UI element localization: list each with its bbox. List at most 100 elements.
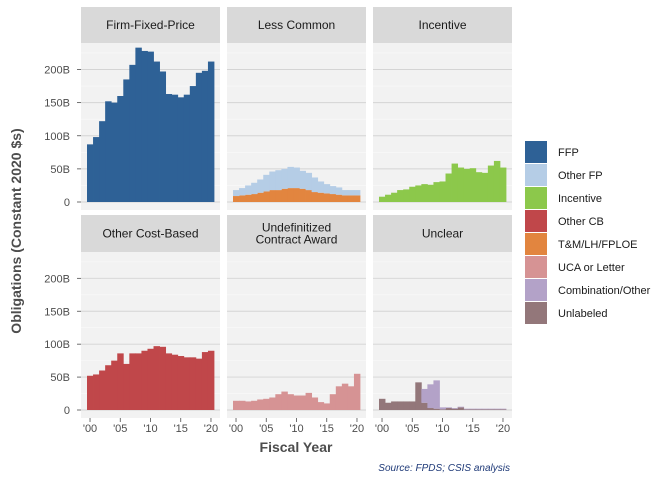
- y-tick-label: 0: [64, 405, 70, 417]
- bar: [153, 346, 160, 410]
- bar: [341, 195, 349, 202]
- y-tick-label: 200B: [44, 65, 70, 77]
- bar: [499, 167, 507, 202]
- bar: [439, 407, 446, 410]
- bar: [299, 170, 306, 189]
- bar: [263, 398, 270, 410]
- bar: [293, 167, 300, 189]
- bar: [487, 409, 495, 410]
- bar: [433, 182, 440, 202]
- bar: [207, 350, 215, 410]
- bar: [189, 357, 197, 410]
- legend-key: [525, 302, 547, 324]
- legend-key: [525, 279, 547, 301]
- bar: [347, 195, 355, 202]
- bar: [451, 163, 459, 202]
- facet-panel: Unclear: [373, 215, 512, 418]
- bar: [245, 401, 252, 410]
- legend-key: [525, 187, 547, 209]
- bar: [317, 192, 325, 202]
- legend-label: FFP: [558, 147, 579, 159]
- x-tick-label: '10: [143, 423, 157, 435]
- bar: [415, 185, 422, 202]
- bar: [281, 391, 288, 410]
- y-tick-label: 150B: [44, 98, 70, 110]
- bar: [427, 384, 434, 409]
- bar: [451, 408, 459, 410]
- bar: [287, 188, 294, 202]
- bar: [251, 194, 258, 202]
- bar: [275, 170, 282, 191]
- bar: [421, 184, 428, 202]
- bar: [403, 401, 410, 410]
- bar: [347, 190, 355, 196]
- bar: [233, 400, 240, 410]
- bar: [311, 397, 319, 410]
- y-axis-title: Obligations (Constant 2020 $s): [8, 128, 24, 333]
- bar: [415, 382, 422, 410]
- bar: [87, 375, 94, 410]
- bar: [299, 188, 306, 202]
- source-note: Source: FPDS; CSIS analysis: [378, 463, 510, 474]
- bar: [147, 51, 154, 202]
- bar: [457, 406, 465, 408]
- x-tick-label: '10: [289, 423, 303, 435]
- facet-panel: Incentive: [373, 7, 512, 210]
- bar: [201, 70, 209, 202]
- bar: [391, 192, 398, 202]
- legend-label: Other FP: [558, 170, 603, 182]
- bar: [391, 401, 398, 410]
- bar: [335, 386, 343, 410]
- x-tick-label: '15: [320, 423, 334, 435]
- bar: [329, 194, 337, 202]
- bar: [233, 196, 240, 202]
- bar: [159, 71, 167, 202]
- y-tick-label: 50B: [50, 372, 70, 384]
- bar: [293, 188, 300, 202]
- bar: [263, 174, 270, 192]
- bar: [159, 346, 167, 410]
- legend-key: [525, 210, 547, 232]
- facet-strip: [81, 7, 220, 43]
- bar: [177, 97, 185, 202]
- bar: [385, 194, 392, 202]
- bar: [201, 352, 209, 410]
- bar: [93, 374, 100, 410]
- bar: [189, 86, 197, 202]
- x-tick-label: '15: [466, 423, 480, 435]
- bar: [311, 192, 319, 202]
- bar: [141, 350, 148, 410]
- bar: [323, 184, 331, 194]
- bar: [251, 400, 258, 410]
- bar: [305, 172, 313, 191]
- bar: [481, 172, 489, 202]
- bar: [305, 190, 313, 202]
- bar: [469, 168, 477, 202]
- x-tick-label: '05: [259, 423, 273, 435]
- bar: [245, 185, 252, 195]
- bar: [129, 353, 136, 410]
- x-tick-label: '20: [204, 423, 218, 435]
- bar: [487, 165, 495, 202]
- bar: [463, 168, 471, 202]
- bar: [165, 94, 173, 202]
- bar: [251, 182, 258, 195]
- bar: [329, 186, 337, 195]
- bar: [275, 190, 282, 202]
- bar: [433, 380, 440, 409]
- bar: [141, 50, 148, 203]
- bar: [379, 398, 386, 410]
- bar: [403, 189, 410, 202]
- bar: [195, 358, 203, 410]
- bar: [499, 408, 507, 410]
- bar: [287, 166, 294, 189]
- bar: [335, 187, 343, 195]
- bar: [451, 408, 459, 409]
- legend-label: Unlabeled: [558, 308, 608, 320]
- facet-strip: [227, 7, 366, 43]
- facet-strip: [227, 215, 366, 252]
- bar: [293, 395, 300, 410]
- facet-title: Undefinitized: [262, 221, 331, 235]
- legend-label: Incentive: [558, 193, 602, 205]
- bar: [323, 193, 331, 202]
